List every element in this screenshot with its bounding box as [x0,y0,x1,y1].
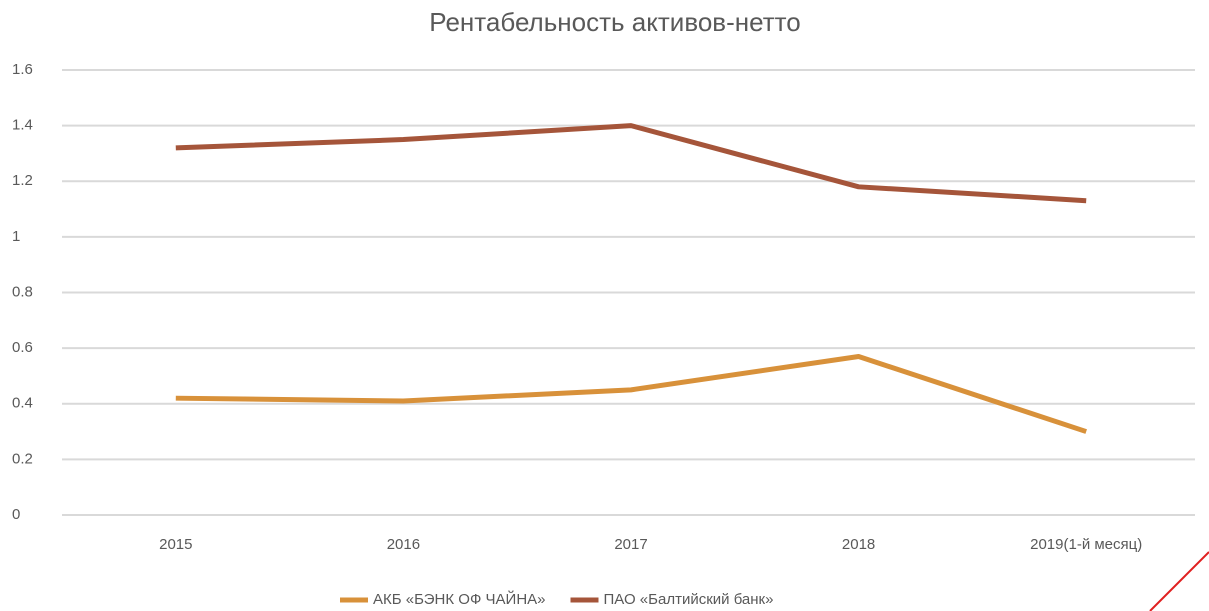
x-tick-label: 2019(1-й месяц) [1030,536,1142,553]
line-series [175,353,1087,434]
annotation-stroke [1149,551,1209,611]
x-tick-label: 2017 [614,536,647,553]
y-tick-label: 0.6 [12,339,33,356]
y-tick-label: 0 [12,506,20,523]
y-tick-label: 1 [12,228,20,245]
line-series [175,123,1087,204]
y-tick-label: 0.8 [12,283,33,300]
y-tick-label: 0.4 [12,395,33,412]
x-tick-label: 2016 [387,536,420,553]
legend-label: ПАО «Балтийский банк» [604,591,774,608]
y-tick-label: 1.4 [12,117,33,134]
y-tick-label: 0.2 [12,450,33,467]
legend-label: АКБ «БЭНК ОФ ЧАЙНА» [373,590,546,608]
x-tick-label: 2018 [842,536,875,553]
y-tick-label: 1.6 [12,61,33,78]
x-tick-label: 2015 [159,536,192,553]
y-tick-label: 1.2 [12,172,33,189]
chart-title: Рентабельность активов-нетто [429,7,800,37]
